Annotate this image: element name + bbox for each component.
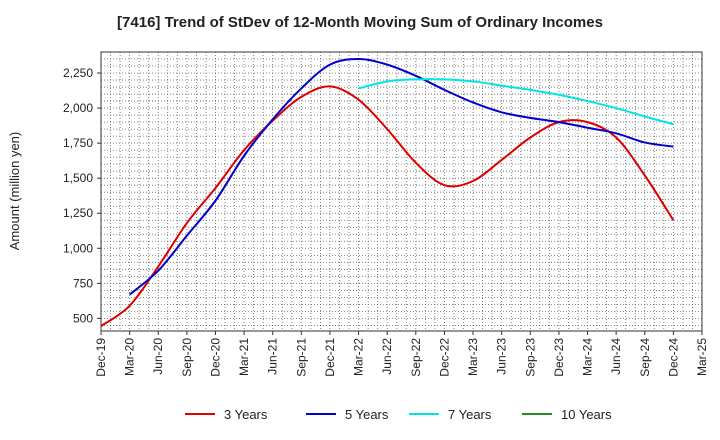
x-tick-label: Jun-21 [266,338,280,375]
legend-label-3-years: 3 Years [224,407,268,422]
x-tick-label: Sep-22 [409,338,423,377]
x-tick-label: Sep-20 [180,338,194,377]
x-tick-label: Jun-20 [151,338,165,375]
x-tick-label: Jun-24 [609,338,623,375]
y-tick-label: 750 [73,276,93,290]
x-tick-label: Mar-25 [695,338,709,376]
x-tick-label: Mar-20 [123,338,137,376]
y-tick-label: 2,000 [63,101,93,115]
y-axis: 500 750 1,000 1,250 1,500 1,750 2,000 2,250 [63,66,101,325]
x-tick-label: Mar-24 [581,338,595,376]
legend: 3 Years 5 Years 7 Years 10 Years [185,407,612,422]
y-tick-label: 500 [73,311,93,325]
grid [101,52,702,331]
x-tick-label: Dec-21 [323,338,337,377]
x-tick-label: Dec-24 [666,338,680,377]
y-tick-label: 1,000 [63,241,93,255]
x-tick-label: Sep-24 [638,338,652,377]
y-tick-label: 1,750 [63,136,93,150]
x-tick-label: Dec-19 [94,338,108,377]
x-tick-label: Dec-22 [437,338,451,377]
y-axis-label: Amount (million yen) [7,132,22,251]
plot-frame [100,51,703,332]
x-tick-label: Sep-23 [523,338,537,377]
x-tick-label: Jun-23 [495,338,509,375]
chart-title: [7416] Trend of StDev of 12-Month Moving… [117,14,603,31]
series-line-3-years [100,85,675,327]
y-tick-label: 1,250 [63,206,93,220]
legend-label-5-years: 5 Years [345,407,389,422]
legend-label-7-years: 7 Years [448,407,492,422]
x-tick-label: Mar-21 [237,338,251,376]
x-tick-label: Dec-23 [552,338,566,377]
series-line-5-years [128,58,674,296]
x-axis: Dec-19 Mar-20 Jun-20 Sep-20 Dec-20 Mar-21 Jun-… [94,331,709,377]
y-tick-label: 2,250 [63,66,93,80]
series-line-7-years [358,78,674,126]
x-tick-label: Mar-23 [466,338,480,376]
legend-label-10-years: 10 Years [561,407,612,422]
x-tick-label: Mar-22 [352,338,366,376]
x-tick-label: Dec-20 [208,338,222,377]
series-lines [100,58,675,327]
x-tick-label: Jun-22 [380,338,394,375]
x-tick-label: Sep-21 [294,338,308,377]
y-tick-label: 1,500 [63,171,93,185]
